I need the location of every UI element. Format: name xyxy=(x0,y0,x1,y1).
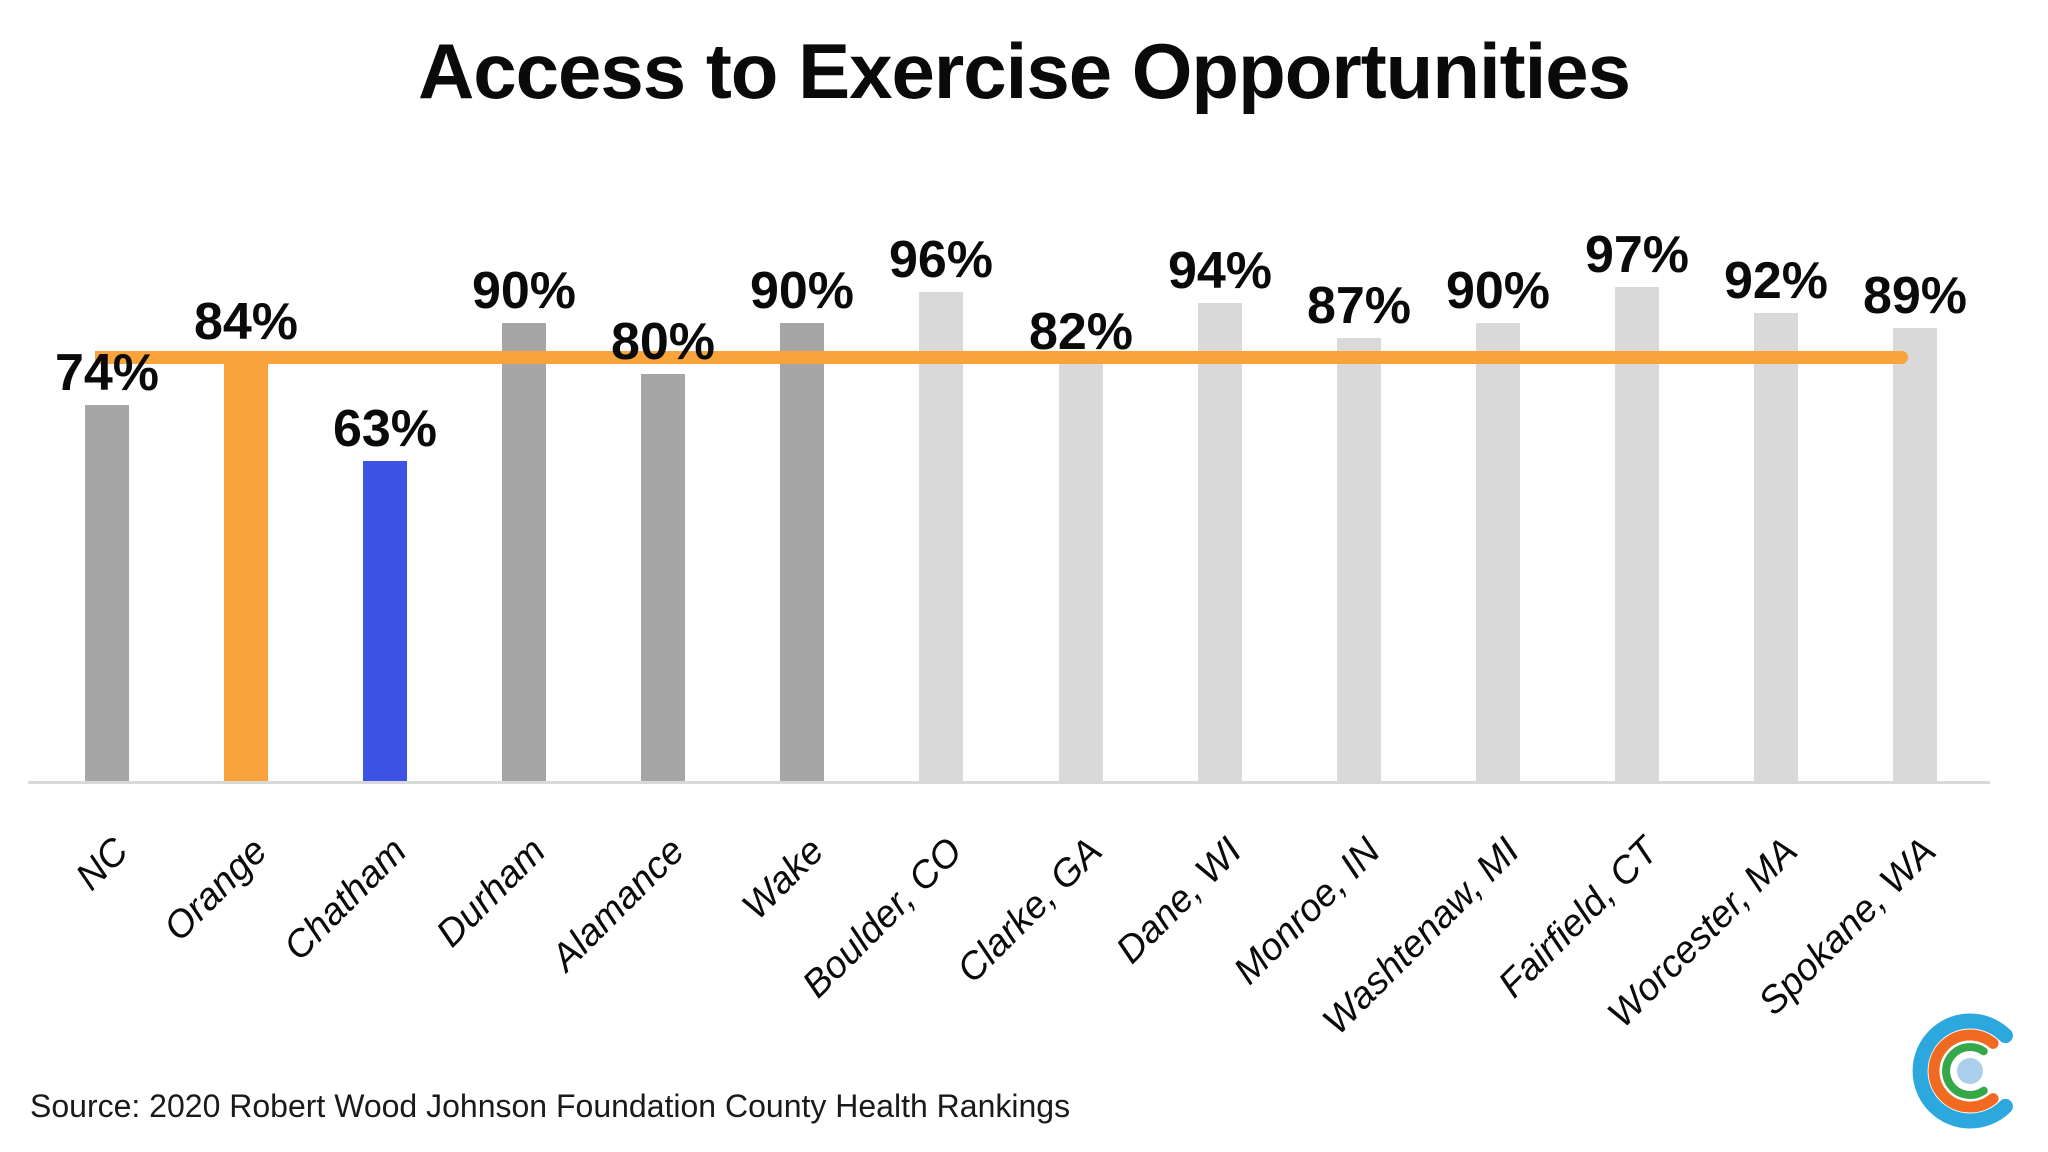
bar-nc xyxy=(85,405,129,782)
logo-middle-orange-arc xyxy=(1928,1029,1999,1113)
logo-inner-green-arc xyxy=(1942,1043,1988,1099)
bar-fairfield-ct xyxy=(1615,287,1659,782)
bar-washtenaw-mi xyxy=(1476,323,1520,782)
bar-dane-wi xyxy=(1198,303,1242,782)
x-axis-label-chatham: Chatham xyxy=(275,830,415,969)
bar-value-label-durham: 90% xyxy=(471,262,577,320)
bar-value-label-wake: 90% xyxy=(749,262,855,320)
x-axis-baseline xyxy=(28,781,1990,784)
x-axis-label-clarke-ga: Clarke, GA xyxy=(949,830,1111,992)
x-axis-label-durham: Durham xyxy=(428,830,554,956)
bar-value-label-spokane-wa: 89% xyxy=(1862,267,1968,325)
x-axis-label-dane-wi: Dane, WI xyxy=(1108,830,1250,972)
bar-value-label-washtenaw-mi: 90% xyxy=(1445,262,1551,320)
logo-outer-blue-arc xyxy=(1912,1013,2013,1129)
x-axis-label-wake: Wake xyxy=(733,830,832,928)
bar-value-label-alamance: 80% xyxy=(610,313,716,371)
reference-line-84-percent xyxy=(95,351,1908,364)
chart-title: Access to Exercise Opportunities xyxy=(417,27,1631,115)
bar-alamance xyxy=(641,374,685,782)
bar-spokane-wa xyxy=(1893,328,1937,782)
x-axis-label-alamance: Alamance xyxy=(543,830,693,980)
x-axis-label-nc: NC xyxy=(68,830,137,899)
bar-value-label-dane-wi: 94% xyxy=(1167,242,1273,300)
bar-value-label-clarke-ga: 82% xyxy=(1028,303,1134,361)
bar-chatham xyxy=(363,461,407,782)
bar-value-label-boulder-co: 96% xyxy=(888,231,994,289)
bar-value-label-fairfield-ct: 97% xyxy=(1584,226,1690,284)
bar-value-label-chatham: 63% xyxy=(332,400,438,458)
concentric-c-logo xyxy=(1912,1013,2013,1129)
bar-clarke-ga xyxy=(1059,364,1103,782)
x-axis-label-orange: Orange xyxy=(156,830,276,950)
bar-value-label-orange: 84% xyxy=(193,293,299,351)
bar-worcester-ma xyxy=(1754,313,1798,782)
source-note: Source: 2020 Robert Wood Johnson Foundat… xyxy=(30,1088,1071,1124)
bar-monroe-in xyxy=(1337,338,1381,782)
bar-value-label-monroe-in: 87% xyxy=(1306,277,1412,335)
bar-value-label-worcester-ma: 92% xyxy=(1723,252,1829,310)
bar-value-label-nc: 74% xyxy=(54,344,160,402)
bar-boulder-co xyxy=(919,292,963,782)
bar-orange xyxy=(224,354,268,782)
bar-wake xyxy=(780,323,824,782)
logo-center-dot xyxy=(1957,1058,1983,1084)
bar-durham xyxy=(502,323,546,782)
